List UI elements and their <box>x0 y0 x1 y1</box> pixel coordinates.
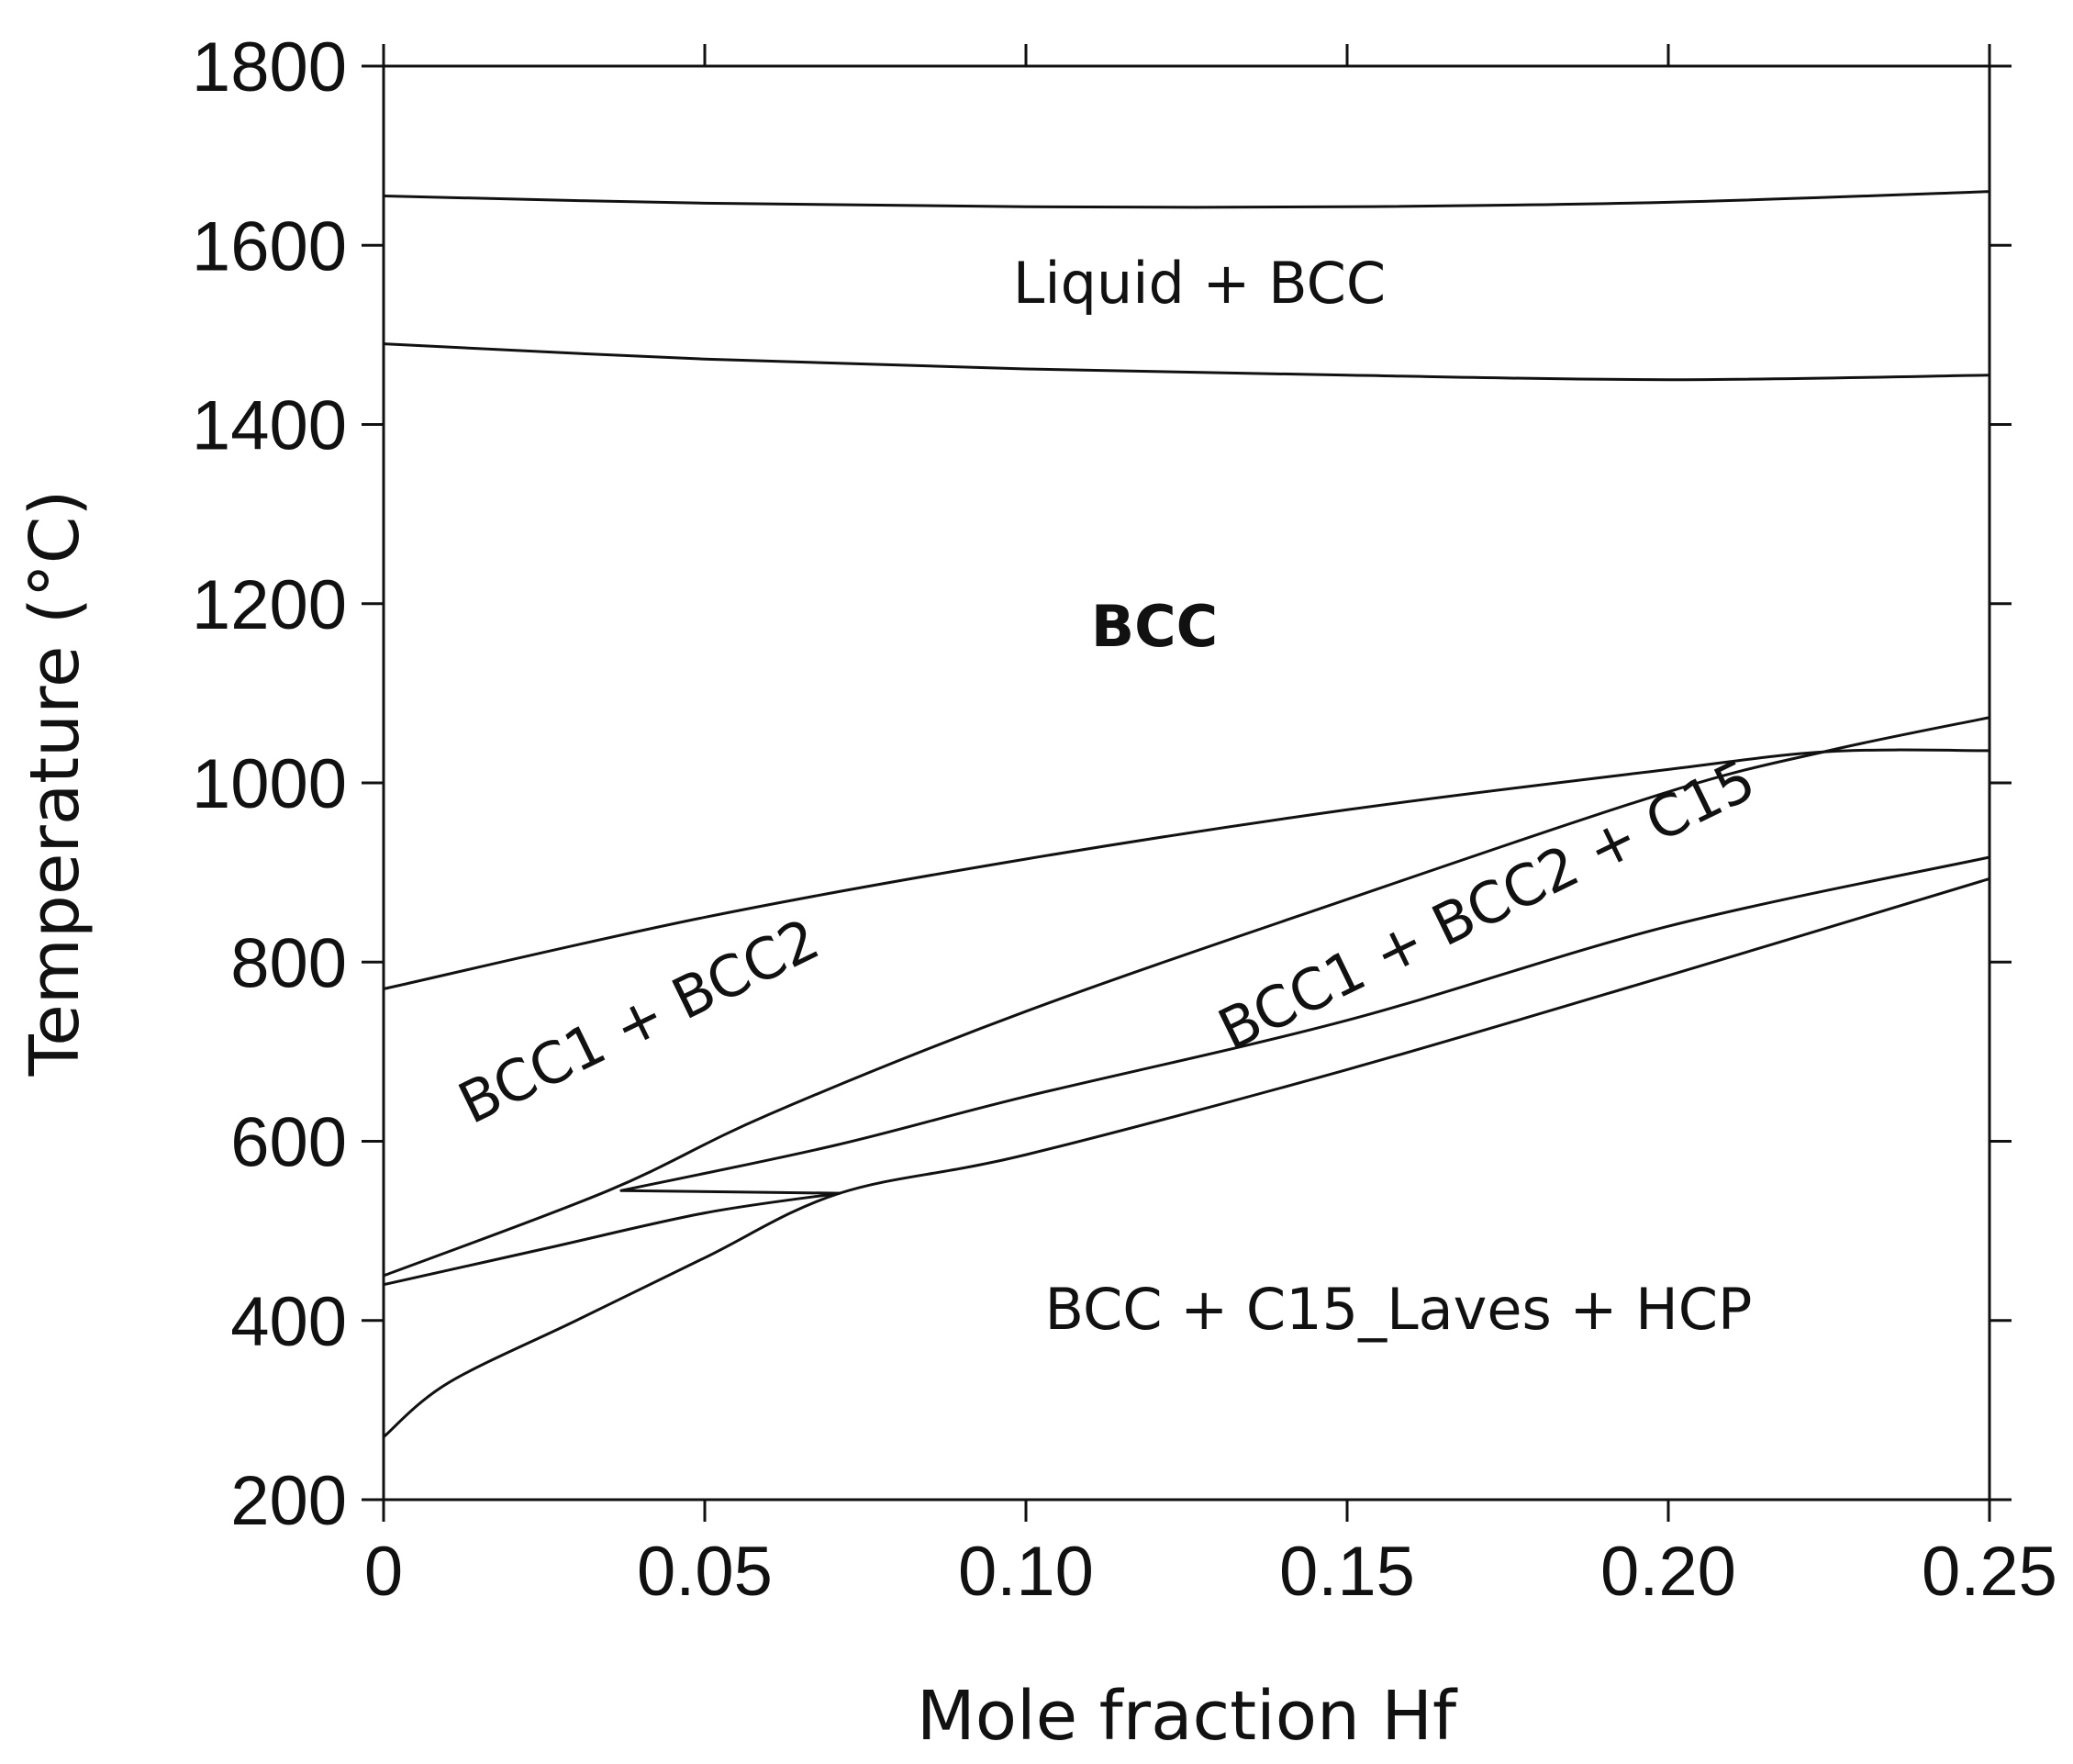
x-tick-label: 0.20 <box>1600 1533 1736 1611</box>
region-label: Liquid + BCC <box>1013 250 1386 317</box>
y-tick-label: 400 <box>230 1283 347 1361</box>
x-tick-label: 0.10 <box>958 1533 1094 1611</box>
boundary-miscibility-gap-upper <box>382 748 1991 991</box>
y-tick-label: 1800 <box>192 28 347 106</box>
x-tick-label: 0.15 <box>1279 1533 1415 1611</box>
region-label: BCC <box>1091 593 1218 660</box>
phase-boundaries <box>382 190 1991 1439</box>
y-axis-title: Temperature (°C) <box>16 490 95 1077</box>
y-tick-label: 1400 <box>192 387 347 465</box>
axis-ticks: 0 0.05 0.10 0.15 0.20 0.25 200 400 600 800 1000 120… <box>192 28 2057 1611</box>
boundary-c15-solvus-middle <box>619 855 1991 1192</box>
y-tick-label: 1200 <box>192 566 347 644</box>
x-tick-label: 0.25 <box>1922 1533 2057 1611</box>
region-label: BCC1 + BCC2 + C15 <box>1209 746 1766 1064</box>
phase-region-labels: Liquid + BCC BCC BCC1 + BCC2 BCC1 + BCC2 + … <box>448 250 1765 1343</box>
boundary-liquidus <box>382 190 1991 209</box>
y-tick-label: 800 <box>230 924 347 1002</box>
x-tick-label: 0 <box>364 1533 403 1611</box>
boundary-lower-boundary <box>382 876 1991 1439</box>
boundary-eutectoid-isotherm <box>619 1189 841 1195</box>
boundary-c15-solvus-upper <box>382 716 1991 1278</box>
boundary-solidus <box>382 342 1991 382</box>
region-label: BCC + C15_Laves + HCP <box>1045 1276 1753 1343</box>
x-axis-title: Mole fraction Hf <box>917 1677 1458 1756</box>
y-tick-label: 200 <box>230 1462 347 1540</box>
region-label: BCC1 + BCC2 <box>448 905 829 1136</box>
x-tick-label: 0.05 <box>637 1533 773 1611</box>
boundary-hcp-boundary-left <box>382 1191 841 1287</box>
y-tick-label: 1600 <box>192 207 347 285</box>
y-tick-label: 600 <box>230 1104 347 1182</box>
y-tick-label: 1000 <box>192 745 347 823</box>
